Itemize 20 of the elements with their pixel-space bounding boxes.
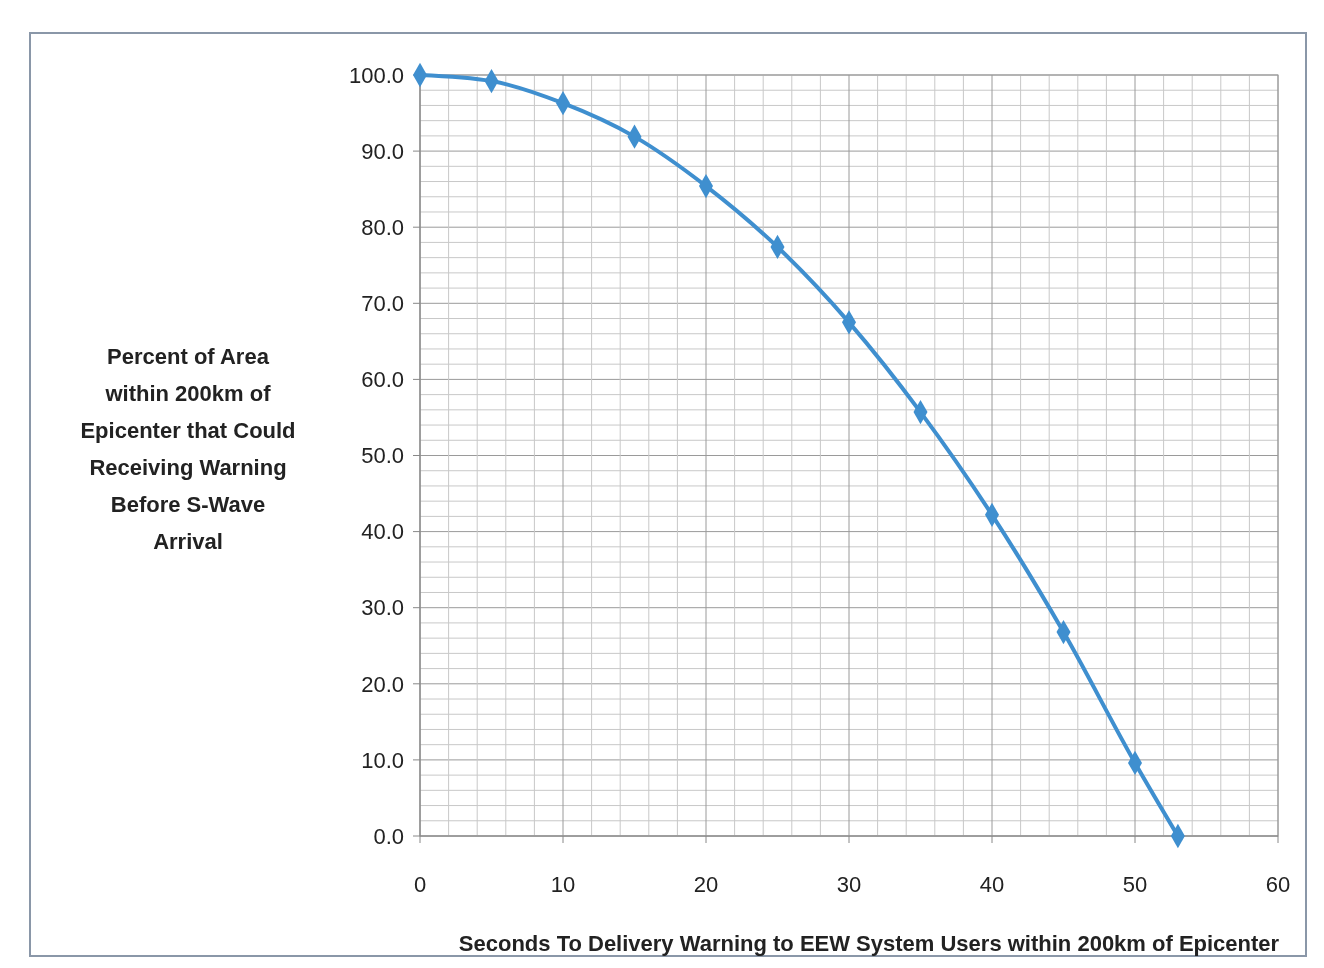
y-tick-label: 20.0 [361,671,404,697]
x-tick-label: 20 [693,872,719,897]
y-tick-label: 10.0 [361,747,404,773]
y-tick-label: 60.0 [361,367,404,393]
x-tick-label: 30 [836,872,862,897]
x-tick-label: 50 [1122,872,1148,897]
y-tick-label: 90.0 [361,138,404,164]
y-tick-label: 80.0 [361,214,404,240]
y-tick-label: 70.0 [361,291,404,316]
y-tick-label: 100.0 [348,62,404,88]
x-tick-label: 0 [413,872,427,897]
y-axis-title: Percent of Area within 200km of Epicenter that Could Receiving Warning Before S-Wave Arrival [80,344,296,554]
y-tick-label: 30.0 [361,595,404,621]
x-tick-label: 40 [979,872,1005,897]
y-tick-label: 0.0 [373,823,404,849]
y-tick-label: 40.0 [361,519,404,545]
y-tick-label: 50.0 [361,443,404,469]
x-tick-label: 60 [1265,872,1291,897]
x-axis-title: Seconds To Delivery Warning to EEW System Users within 200km of Epicenter [458,931,1280,956]
x-tick-label: 10 [550,872,576,897]
